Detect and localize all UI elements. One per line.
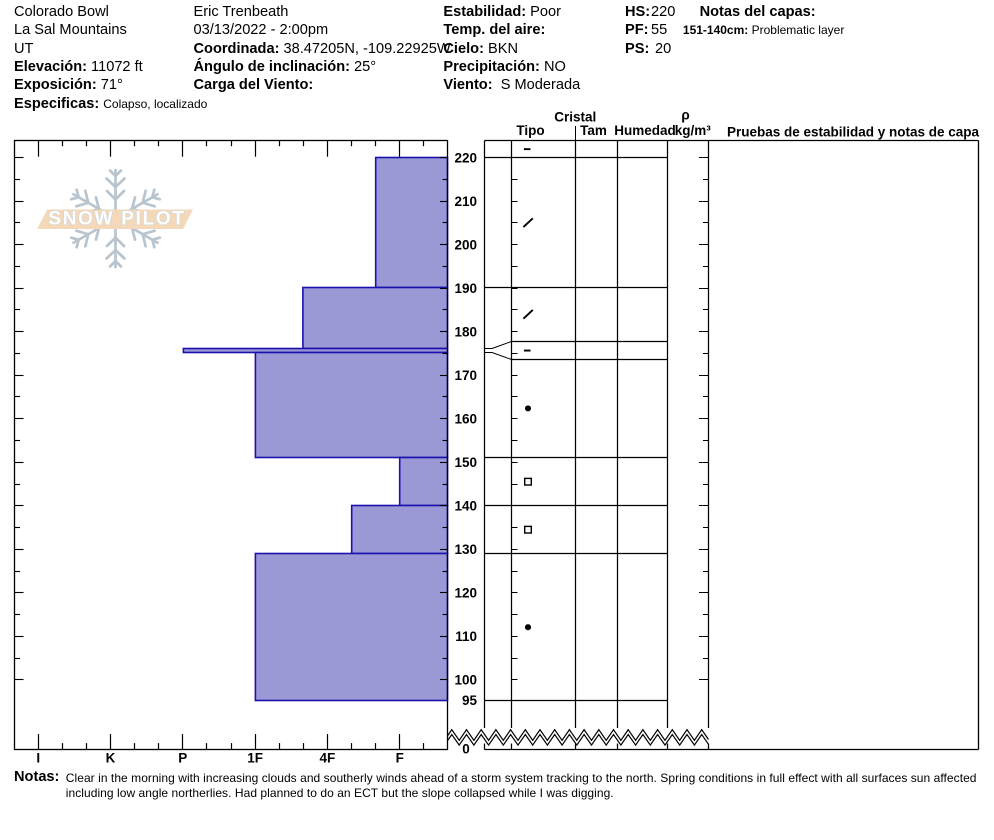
svg-text:120: 120 — [454, 586, 477, 601]
svg-text:210: 210 — [454, 194, 477, 209]
svg-text:kg/m³: kg/m³ — [675, 123, 712, 138]
svg-text:4F: 4F — [320, 750, 336, 765]
svg-text:Humedad: Humedad — [614, 123, 676, 138]
svg-text:100: 100 — [454, 673, 477, 688]
svg-text:Tipo: Tipo — [516, 123, 544, 138]
svg-text:160: 160 — [454, 412, 477, 427]
svg-text:170: 170 — [454, 368, 477, 383]
svg-text:140: 140 — [454, 499, 477, 514]
svg-text:SNOW PILOT: SNOW PILOT — [48, 209, 185, 230]
svg-text:180: 180 — [454, 325, 477, 340]
svg-text:200: 200 — [454, 237, 477, 252]
svg-text:K: K — [106, 750, 116, 765]
svg-text:Pruebas de estabilidad y notas: Pruebas de estabilidad y notas de capa — [727, 124, 980, 139]
svg-text:190: 190 — [454, 281, 477, 296]
svg-text:ρ: ρ — [681, 108, 689, 123]
svg-text:Cristal: Cristal — [554, 110, 596, 125]
svg-text:F: F — [396, 750, 404, 765]
svg-text:130: 130 — [454, 542, 477, 557]
svg-text:220: 220 — [454, 150, 477, 165]
svg-text:P: P — [178, 750, 187, 765]
svg-text:1F: 1F — [247, 750, 263, 765]
svg-text:0: 0 — [462, 742, 470, 757]
svg-text:150: 150 — [454, 455, 477, 470]
svg-text:Tam: Tam — [580, 123, 607, 138]
svg-text:95: 95 — [462, 693, 478, 708]
svg-text:I: I — [36, 750, 40, 765]
svg-text:110: 110 — [455, 629, 477, 644]
